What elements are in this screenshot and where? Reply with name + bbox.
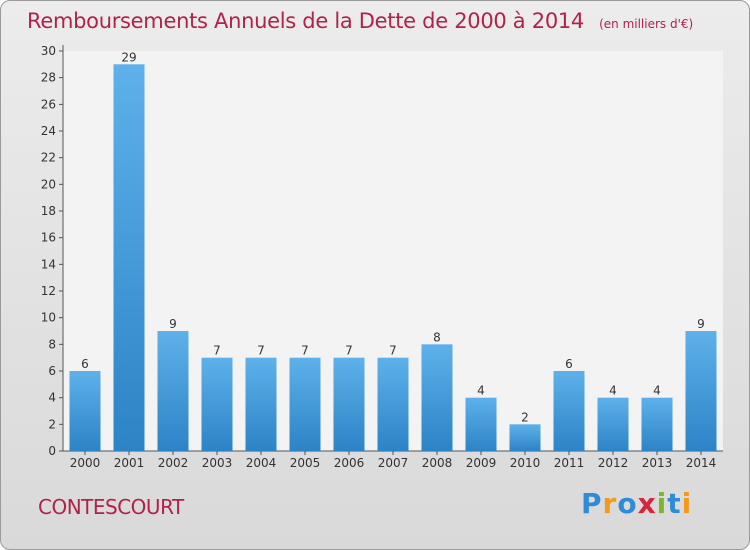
- y-tick-label: 26: [41, 97, 56, 111]
- x-tick-label-2014: 2014: [686, 456, 717, 470]
- value-label-2002: 9: [169, 317, 177, 331]
- brand-letter: x: [637, 487, 657, 520]
- bar-2000: [69, 371, 101, 451]
- x-tick-label-2007: 2007: [378, 456, 409, 470]
- x-tick-label-2012: 2012: [598, 456, 629, 470]
- y-tick-label: 20: [41, 177, 56, 191]
- y-tick-label: 8: [48, 337, 56, 351]
- value-label-2003: 7: [213, 344, 221, 358]
- x-tick-label-2010: 2010: [510, 456, 541, 470]
- value-label-2011: 6: [565, 357, 573, 371]
- bar-2013: [641, 397, 673, 451]
- bar-2008: [421, 344, 453, 451]
- x-tick-label-2008: 2008: [422, 456, 453, 470]
- x-tick-label-2000: 2000: [70, 456, 101, 470]
- commune-name: CONTESCOURT: [38, 495, 184, 519]
- chart-unit: (en milliers d'€): [599, 17, 694, 31]
- y-tick-label: 18: [41, 204, 56, 218]
- bar-2001: [113, 64, 145, 452]
- bar-2003: [201, 357, 233, 451]
- value-label-2001: 29: [121, 50, 136, 64]
- bar-2014: [685, 331, 717, 451]
- chart-title: Remboursements Annuels de la Dette de 20…: [27, 9, 584, 33]
- bar-2005: [289, 357, 321, 451]
- bar-2007: [377, 357, 409, 451]
- brand-letter: i: [656, 487, 668, 520]
- y-tick-label: 30: [41, 44, 56, 58]
- value-label-2009: 4: [477, 384, 485, 398]
- brand-letter: i: [681, 487, 693, 520]
- bar-2004: [245, 357, 277, 451]
- bar-2012: [597, 397, 629, 451]
- value-label-2014: 9: [697, 317, 705, 331]
- x-tick-label-2001: 2001: [114, 456, 145, 470]
- y-tick-label: 10: [41, 311, 56, 325]
- brand-logo: Proxiti: [581, 487, 692, 520]
- brand-letter: r: [602, 487, 618, 520]
- brand-letter: t: [667, 487, 682, 520]
- bar-2006: [333, 357, 365, 451]
- brand-letter: o: [617, 487, 638, 520]
- value-label-2013: 4: [653, 384, 661, 398]
- y-tick-label: 4: [48, 391, 56, 405]
- y-tick-label: 14: [41, 257, 56, 271]
- y-tick-label: 22: [41, 151, 56, 165]
- value-label-2007: 7: [389, 344, 397, 358]
- value-label-2004: 7: [257, 344, 265, 358]
- y-tick-label: 16: [41, 231, 56, 245]
- x-tick-label-2006: 2006: [334, 456, 365, 470]
- y-tick-label: 24: [41, 124, 56, 138]
- brand-letter: P: [581, 487, 603, 520]
- x-tick-label-2013: 2013: [642, 456, 673, 470]
- value-label-2005: 7: [301, 344, 309, 358]
- value-label-2000: 6: [81, 357, 89, 371]
- y-tick-label: 28: [41, 71, 56, 85]
- chart-title-block: Remboursements Annuels de la Dette de 20…: [27, 9, 693, 33]
- bar-2009: [465, 397, 497, 451]
- y-tick-label: 0: [48, 444, 56, 458]
- bar-2002: [157, 331, 189, 451]
- x-tick-label-2005: 2005: [290, 456, 321, 470]
- value-label-2012: 4: [609, 384, 617, 398]
- x-tick-label-2011: 2011: [554, 456, 585, 470]
- value-label-2008: 8: [433, 330, 441, 344]
- x-tick-label-2004: 2004: [246, 456, 277, 470]
- x-tick-label-2003: 2003: [202, 456, 233, 470]
- value-label-2006: 7: [345, 344, 353, 358]
- y-tick-label: 12: [41, 284, 56, 298]
- y-tick-label: 2: [48, 417, 56, 431]
- bar-2011: [553, 371, 585, 451]
- bar-2010: [509, 424, 541, 451]
- y-tick-label: 6: [48, 364, 56, 378]
- value-label-2010: 2: [521, 410, 529, 424]
- x-tick-label-2002: 2002: [158, 456, 189, 470]
- x-tick-label-2009: 2009: [466, 456, 497, 470]
